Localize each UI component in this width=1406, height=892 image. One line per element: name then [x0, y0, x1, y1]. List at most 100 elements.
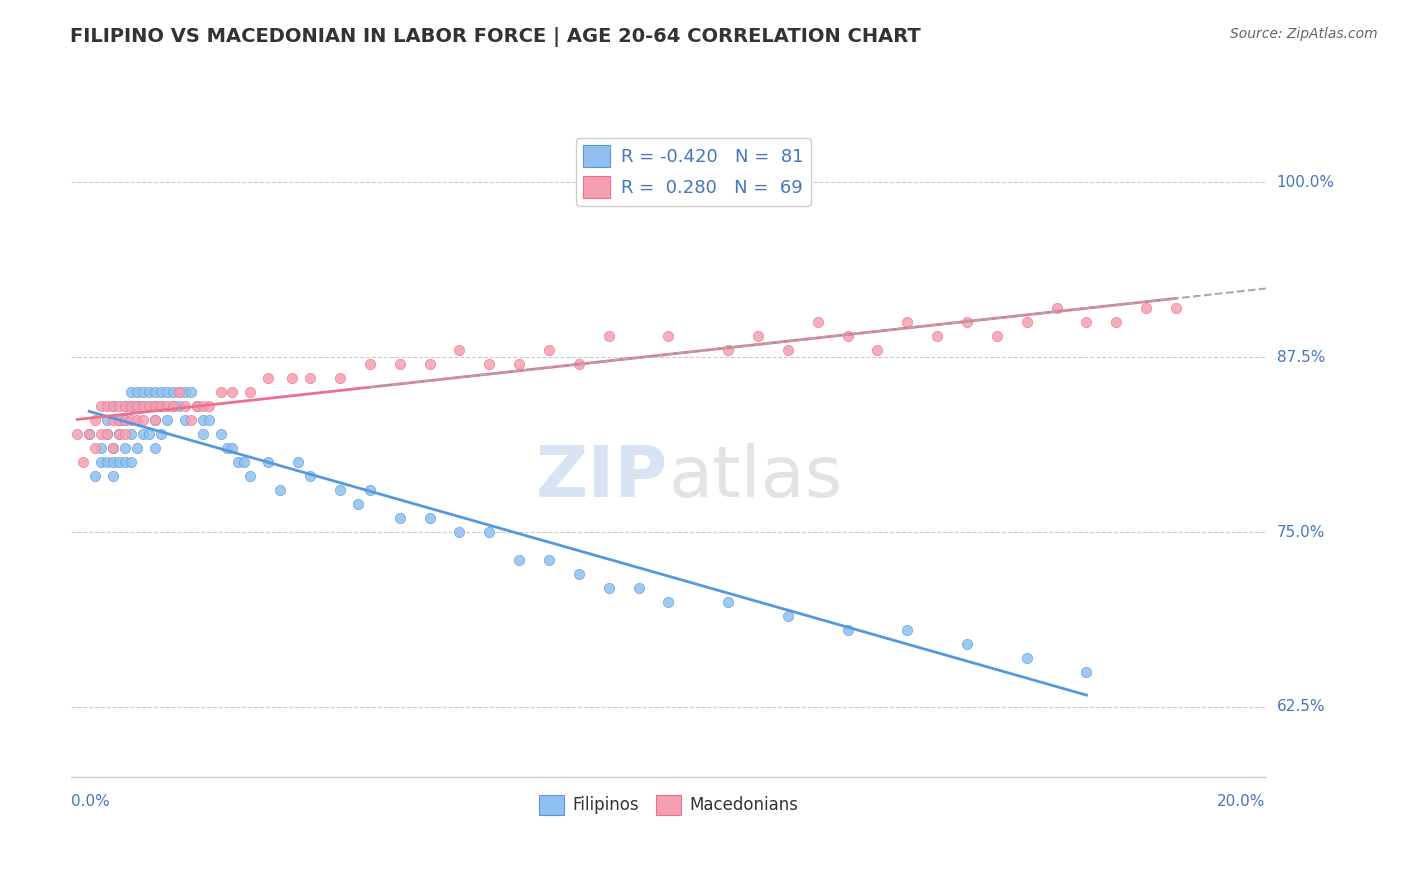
Point [84, 441, 107, 455]
Point [1015, 651, 1038, 665]
Point [209, 385, 232, 400]
Point [197, 399, 219, 413]
Point [90, 427, 112, 442]
Point [125, 441, 148, 455]
Point [359, 357, 381, 371]
Point [287, 455, 309, 469]
Point [125, 399, 148, 413]
Point [90, 441, 112, 455]
Point [149, 399, 172, 413]
Point [568, 357, 591, 371]
Point [478, 524, 501, 539]
Point [138, 427, 160, 442]
Point [866, 343, 889, 358]
Point [120, 399, 142, 413]
Point [162, 385, 184, 400]
Point [239, 385, 262, 400]
Point [215, 441, 238, 455]
Point [281, 371, 304, 385]
Point [101, 469, 124, 483]
Point [77, 427, 100, 442]
Point [149, 399, 172, 413]
Point [197, 413, 219, 427]
Point [173, 413, 195, 427]
Point [1135, 301, 1157, 316]
Point [180, 385, 202, 400]
Point [125, 399, 148, 413]
Point [66, 427, 89, 442]
Point [138, 399, 160, 413]
Point [657, 329, 679, 343]
Point [837, 329, 859, 343]
Point [221, 385, 243, 400]
Point [173, 385, 195, 400]
Point [125, 413, 148, 427]
Point [537, 553, 560, 567]
Point [508, 553, 530, 567]
Point [221, 441, 243, 455]
Point [598, 329, 620, 343]
Point [329, 371, 352, 385]
Point [149, 427, 172, 442]
Point [114, 413, 136, 427]
Point [143, 441, 166, 455]
Text: 87.5%: 87.5% [1277, 350, 1324, 365]
Point [101, 399, 124, 413]
Point [108, 413, 131, 427]
Point [347, 497, 370, 511]
Point [96, 455, 118, 469]
Text: Source: ZipAtlas.com: Source: ZipAtlas.com [1230, 27, 1378, 41]
Point [125, 385, 148, 400]
Point [132, 427, 155, 442]
Point [299, 371, 322, 385]
Text: 75.0%: 75.0% [1277, 524, 1324, 540]
Point [537, 343, 560, 358]
Point [156, 399, 179, 413]
Point [191, 413, 214, 427]
Point [986, 329, 1008, 343]
Point [138, 399, 160, 413]
Text: 0.0%: 0.0% [72, 794, 110, 809]
Point [167, 385, 190, 400]
Point [388, 511, 411, 525]
Point [167, 399, 190, 413]
Point [329, 483, 352, 497]
Point [257, 455, 280, 469]
Legend: Filipinos, Macedonians: Filipinos, Macedonians [533, 788, 804, 822]
Point [657, 595, 679, 609]
Point [96, 427, 118, 442]
Point [90, 455, 112, 469]
Point [239, 469, 262, 483]
Point [162, 399, 184, 413]
Point [228, 455, 250, 469]
Point [149, 385, 172, 400]
Point [101, 413, 124, 427]
Point [508, 357, 530, 371]
Point [108, 455, 131, 469]
Point [927, 329, 949, 343]
Point [186, 399, 208, 413]
Point [143, 399, 166, 413]
Point [108, 413, 131, 427]
Point [120, 455, 142, 469]
Text: atlas: atlas [668, 443, 842, 512]
Point [359, 483, 381, 497]
Point [747, 329, 769, 343]
Point [717, 343, 740, 358]
Point [896, 623, 918, 637]
Point [717, 595, 740, 609]
Point [388, 357, 411, 371]
Point [114, 455, 136, 469]
Point [114, 399, 136, 413]
Point [568, 567, 591, 582]
Point [101, 441, 124, 455]
Point [101, 399, 124, 413]
Point [837, 623, 859, 637]
Point [180, 413, 202, 427]
Point [776, 343, 799, 358]
Point [101, 455, 124, 469]
Point [120, 413, 142, 427]
Point [627, 581, 650, 595]
Text: 100.0%: 100.0% [1277, 175, 1334, 190]
Point [896, 315, 918, 329]
